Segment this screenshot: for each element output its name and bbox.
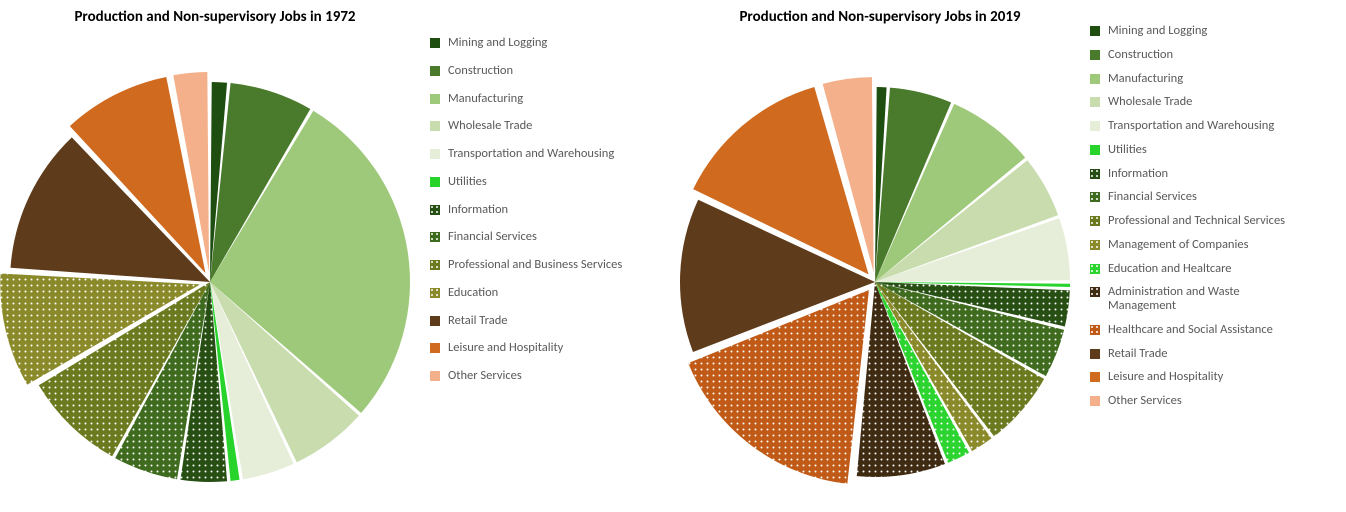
legend-item: Information bbox=[1090, 167, 1298, 181]
legend-item: Management of Companies bbox=[1090, 238, 1298, 252]
legend-label: Construction bbox=[448, 64, 513, 78]
legend-label: Manufacturing bbox=[448, 92, 523, 106]
legend-item: Information bbox=[430, 203, 622, 217]
legend-label: Construction bbox=[1108, 48, 1173, 62]
legend-swatch bbox=[1090, 264, 1100, 274]
legend-swatch bbox=[1090, 97, 1100, 107]
legend-swatch bbox=[430, 260, 440, 270]
legend-item: Education and Healtcare bbox=[1090, 262, 1298, 276]
legend-swatch bbox=[430, 316, 440, 326]
legend-label: Management of Companies bbox=[1108, 238, 1248, 252]
legend-swatch bbox=[1090, 26, 1100, 36]
legend-swatch bbox=[1090, 50, 1100, 60]
legend-swatch bbox=[1090, 349, 1100, 359]
pie-chart-2019 bbox=[670, 32, 1090, 512]
legend-item: Administration and Waste Management bbox=[1090, 285, 1298, 313]
legend-label: Professional and Business Services bbox=[448, 258, 622, 272]
legend-item: Retail Trade bbox=[1090, 347, 1298, 361]
legend-item: Healthcare and Social Assistance bbox=[1090, 323, 1298, 337]
legend-2019: Mining and Logging Construction Manufactur… bbox=[1090, 24, 1298, 418]
legend-swatch bbox=[430, 288, 440, 298]
legend-label: Mining and Logging bbox=[448, 36, 547, 50]
legend-item: Professional and Business Services bbox=[430, 258, 622, 272]
pie-chart-1972 bbox=[0, 32, 430, 512]
legend-swatch bbox=[1090, 74, 1100, 84]
legend-swatch bbox=[430, 149, 440, 159]
legend-item: Education bbox=[430, 286, 622, 300]
legend-item: Manufacturing bbox=[430, 92, 622, 106]
legend-item: Transportation and Warehousing bbox=[1090, 119, 1298, 133]
legend-swatch bbox=[430, 205, 440, 215]
legend-label: Manufacturing bbox=[1108, 72, 1183, 86]
legend-label: Information bbox=[448, 203, 508, 217]
legend-item: Other Services bbox=[1090, 394, 1298, 408]
legend-label: Wholesale Trade bbox=[1108, 95, 1192, 109]
legend-label: Information bbox=[1108, 167, 1168, 181]
legend-swatch bbox=[430, 66, 440, 76]
legend-label: Leisure and Hospitality bbox=[448, 341, 563, 355]
legend-label: Leisure and Hospitality bbox=[1108, 370, 1223, 384]
legend-item: Retail Trade bbox=[430, 314, 622, 328]
legend-label: Utilities bbox=[1108, 143, 1147, 157]
panel-2019: Production and Non-supervisory Jobs in 2… bbox=[670, 0, 1346, 506]
legend-item: Leisure and Hospitality bbox=[430, 341, 622, 355]
legend-label: Transportation and Warehousing bbox=[448, 147, 614, 161]
legend-1972: Mining and Logging Construction Manufactur… bbox=[430, 36, 622, 397]
legend-label: Professional and Technical Services bbox=[1108, 214, 1285, 228]
legend-swatch bbox=[1090, 287, 1100, 297]
legend-swatch bbox=[430, 343, 440, 353]
legend-label: Retail Trade bbox=[448, 314, 508, 328]
legend-item: Transportation and Warehousing bbox=[430, 147, 622, 161]
legend-item: Wholesale Trade bbox=[1090, 95, 1298, 109]
legend-item: Professional and Technical Services bbox=[1090, 214, 1298, 228]
charts-row: Production and Non-supervisory Jobs in 1… bbox=[0, 0, 1346, 506]
legend-swatch bbox=[1090, 192, 1100, 202]
legend-label: Other Services bbox=[448, 369, 522, 383]
legend-label: Financial Services bbox=[448, 230, 537, 244]
legend-swatch bbox=[430, 177, 440, 187]
legend-item: Construction bbox=[1090, 48, 1298, 62]
legend-swatch bbox=[1090, 396, 1100, 406]
chart-title-1972: Production and Non-supervisory Jobs in 1… bbox=[74, 8, 355, 26]
legend-item: Construction bbox=[430, 64, 622, 78]
legend-label: Utilities bbox=[448, 175, 487, 189]
legend-swatch bbox=[1090, 145, 1100, 155]
legend-swatch bbox=[430, 232, 440, 242]
legend-item: Other Services bbox=[430, 369, 622, 383]
legend-item: Manufacturing bbox=[1090, 72, 1298, 86]
legend-item: Financial Services bbox=[430, 230, 622, 244]
legend-label: Transportation and Warehousing bbox=[1108, 119, 1274, 133]
legend-label: Education bbox=[448, 286, 498, 300]
legend-swatch bbox=[1090, 372, 1100, 382]
legend-item: Financial Services bbox=[1090, 190, 1298, 204]
legend-item: Mining and Logging bbox=[1090, 24, 1298, 38]
legend-swatch bbox=[1090, 169, 1100, 179]
legend-swatch bbox=[430, 38, 440, 48]
legend-label: Mining and Logging bbox=[1108, 24, 1207, 38]
legend-swatch bbox=[1090, 121, 1100, 131]
legend-label: Wholesale Trade bbox=[448, 119, 532, 133]
legend-swatch bbox=[1090, 216, 1100, 226]
legend-label: Financial Services bbox=[1108, 190, 1197, 204]
legend-item: Utilities bbox=[1090, 143, 1298, 157]
legend-label: Administration and Waste Management bbox=[1108, 285, 1298, 313]
legend-label: Healthcare and Social Assistance bbox=[1108, 323, 1273, 337]
legend-item: Utilities bbox=[430, 175, 622, 189]
legend-item: Leisure and Hospitality bbox=[1090, 370, 1298, 384]
legend-swatch bbox=[430, 94, 440, 104]
legend-swatch bbox=[430, 371, 440, 381]
legend-item: Wholesale Trade bbox=[430, 119, 622, 133]
chart-title-2019: Production and Non-supervisory Jobs in 2… bbox=[739, 8, 1020, 26]
legend-label: Retail Trade bbox=[1108, 347, 1168, 361]
legend-swatch bbox=[430, 121, 440, 131]
legend-item: Mining and Logging bbox=[430, 36, 622, 50]
legend-swatch bbox=[1090, 325, 1100, 335]
panel-1972: Production and Non-supervisory Jobs in 1… bbox=[0, 0, 660, 506]
legend-label: Other Services bbox=[1108, 394, 1182, 408]
legend-label: Education and Healtcare bbox=[1108, 262, 1232, 276]
legend-swatch bbox=[1090, 240, 1100, 250]
